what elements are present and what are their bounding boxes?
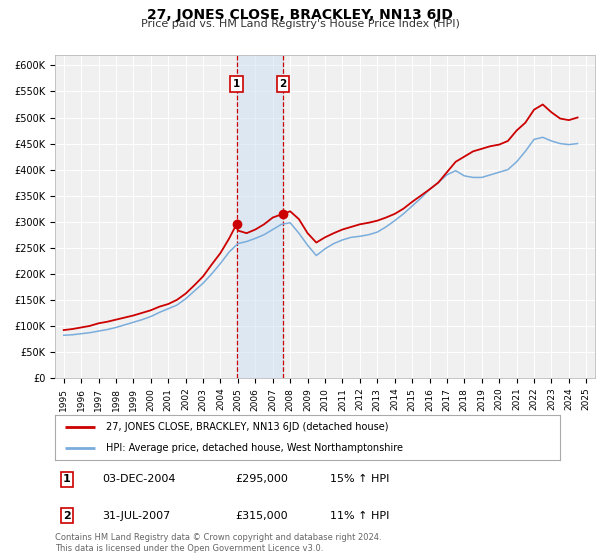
Bar: [236, 55, 283, 378]
Text: 27, JONES CLOSE, BRACKLEY, NN13 6JD: 27, JONES CLOSE, BRACKLEY, NN13 6JD: [147, 8, 453, 22]
Text: 1: 1: [233, 79, 240, 89]
Text: 11% ↑ HPI: 11% ↑ HPI: [331, 511, 390, 521]
Text: Contains HM Land Registry data © Crown copyright and database right 2024.
This d: Contains HM Land Registry data © Crown c…: [55, 533, 382, 553]
Text: Price paid vs. HM Land Registry's House Price Index (HPI): Price paid vs. HM Land Registry's House …: [140, 19, 460, 29]
Text: £315,000: £315,000: [235, 511, 288, 521]
Text: 1: 1: [63, 474, 71, 484]
Text: 15% ↑ HPI: 15% ↑ HPI: [331, 474, 390, 484]
Text: 31-JUL-2007: 31-JUL-2007: [103, 511, 171, 521]
Text: 2: 2: [279, 79, 286, 89]
Text: 27, JONES CLOSE, BRACKLEY, NN13 6JD (detached house): 27, JONES CLOSE, BRACKLEY, NN13 6JD (det…: [106, 422, 388, 432]
Text: 03-DEC-2004: 03-DEC-2004: [103, 474, 176, 484]
Text: 2: 2: [63, 511, 71, 521]
Text: £295,000: £295,000: [235, 474, 289, 484]
Text: HPI: Average price, detached house, West Northamptonshire: HPI: Average price, detached house, West…: [106, 443, 403, 453]
